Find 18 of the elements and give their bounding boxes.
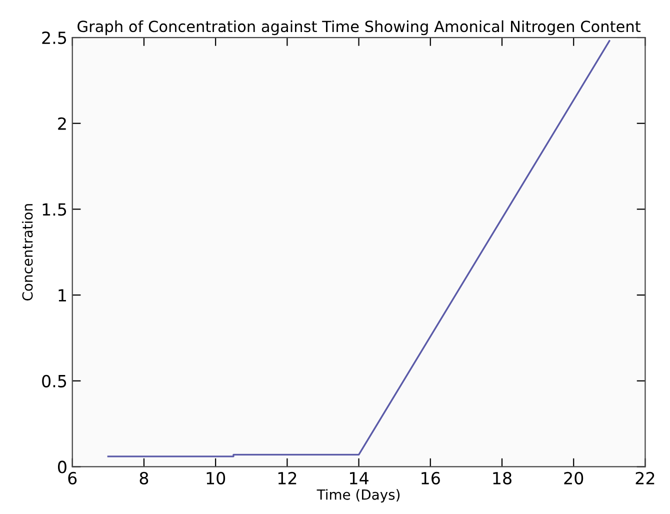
- y-axis-title: Concentration: [22, 204, 33, 300]
- chart-title: Graph of Concentration against Time Showing Amonical Nitrogen Content: [78, 20, 640, 36]
- x-tick-label: 16: [422, 472, 440, 484]
- x-axis-title: Time (Days): [316, 489, 400, 503]
- y-tick-label: 2: [58, 117, 66, 130]
- x-tick-label: 22: [636, 472, 654, 484]
- y-tick-label: 1.5: [42, 203, 66, 216]
- x-tick-label: 10: [206, 472, 226, 484]
- x-tick-label: 8: [140, 472, 148, 484]
- x-tick-label: 6: [68, 472, 77, 484]
- x-tick-label: 14: [350, 472, 368, 484]
- x-tick-label: 20: [564, 472, 584, 484]
- y-tick-label: 0: [58, 460, 66, 474]
- y-tick-label: 2.5: [42, 31, 66, 44]
- x-tick-label: 18: [493, 472, 512, 484]
- x-tick-label: 12: [278, 472, 296, 484]
- y-tick-label: 0.5: [42, 374, 66, 388]
- y-tick-label: 1: [58, 289, 66, 302]
